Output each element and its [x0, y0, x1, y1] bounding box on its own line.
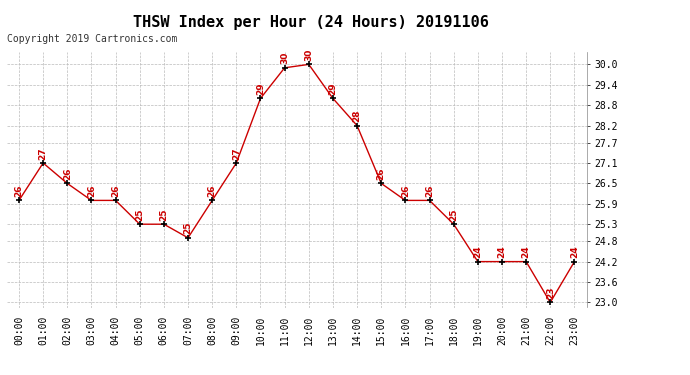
- Text: 26: 26: [87, 184, 96, 197]
- Text: 24: 24: [473, 246, 482, 258]
- Text: 30: 30: [280, 52, 289, 64]
- Text: 26: 26: [377, 168, 386, 180]
- Text: 26: 26: [14, 184, 23, 197]
- Text: 29: 29: [256, 82, 265, 95]
- Text: 28: 28: [353, 110, 362, 122]
- Text: 27: 27: [39, 147, 48, 160]
- Text: THSW  (°F): THSW (°F): [549, 20, 611, 30]
- Text: 24: 24: [570, 246, 579, 258]
- Text: 26: 26: [208, 184, 217, 197]
- Text: 25: 25: [135, 208, 144, 221]
- Text: 25: 25: [184, 222, 193, 234]
- Text: THSW Index per Hour (24 Hours) 20191106: THSW Index per Hour (24 Hours) 20191106: [132, 15, 489, 30]
- Text: 24: 24: [522, 246, 531, 258]
- Text: 25: 25: [449, 208, 458, 221]
- Text: 27: 27: [232, 147, 241, 160]
- Text: 30: 30: [304, 49, 313, 61]
- Text: 23: 23: [546, 286, 555, 299]
- Text: 25: 25: [159, 208, 168, 221]
- Text: Copyright 2019 Cartronics.com: Copyright 2019 Cartronics.com: [7, 34, 177, 44]
- Text: 26: 26: [63, 168, 72, 180]
- Text: 26: 26: [401, 184, 410, 197]
- Text: 24: 24: [497, 246, 506, 258]
- Text: 29: 29: [328, 82, 337, 95]
- Text: 26: 26: [425, 184, 434, 197]
- Text: 26: 26: [111, 184, 120, 197]
